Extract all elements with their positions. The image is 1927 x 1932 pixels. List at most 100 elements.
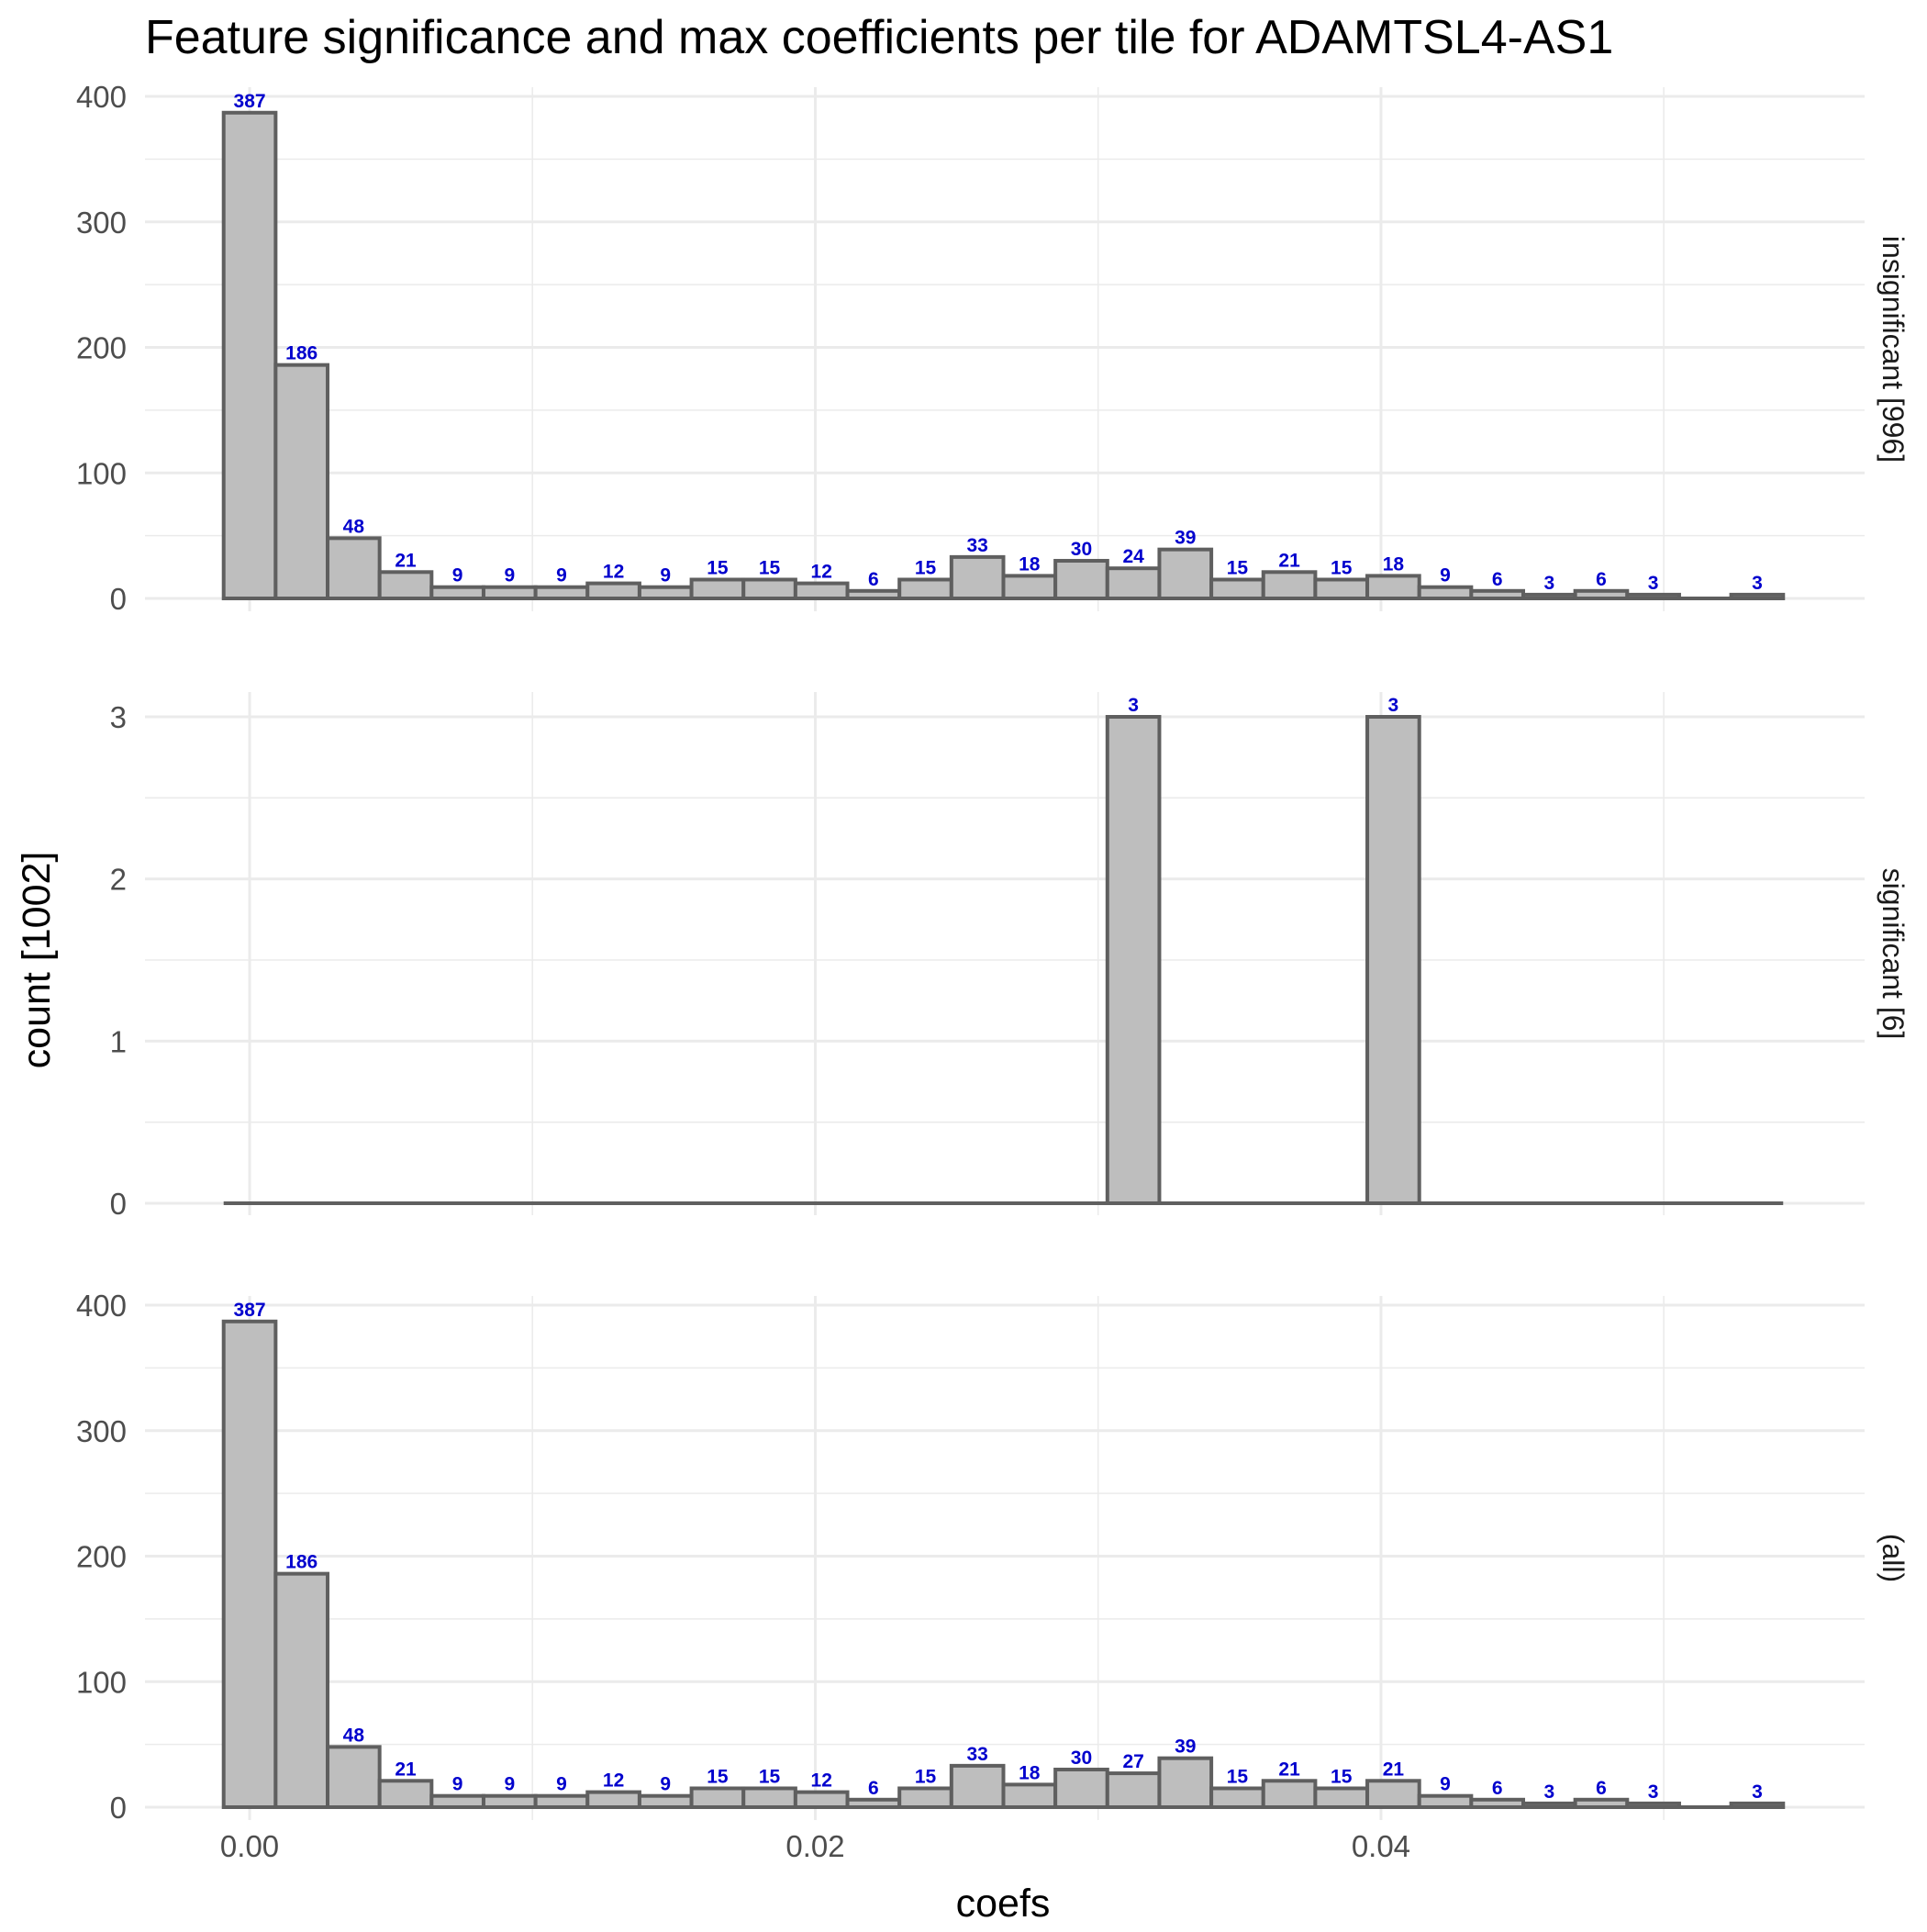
facet-strip-label: insignificant [996] (1877, 236, 1910, 463)
histogram-bar (326, 1745, 382, 1809)
x-axis-title: coefs (956, 1882, 1051, 1926)
facet-strip-label: significant [6] (1877, 868, 1910, 1040)
y-axis-title: count [1002] (15, 852, 59, 1069)
bar-value-label: 21 (395, 1759, 417, 1780)
histogram-bar (273, 1571, 330, 1810)
bar-value-label: 387 (234, 1300, 266, 1321)
y-tick-label: 3 (110, 700, 127, 734)
histogram-bar (1053, 558, 1109, 600)
y-tick-label: 0 (110, 1791, 127, 1825)
x-tick-label: 0.04 (1352, 1829, 1410, 1863)
bar-value-label: 6 (1596, 1778, 1607, 1799)
histogram-bar (221, 110, 278, 600)
histogram-bar (1365, 1779, 1421, 1809)
bar-value-label: 15 (1331, 557, 1353, 578)
y-tick-label: 200 (76, 1540, 127, 1574)
y-tick-label: 100 (76, 1665, 127, 1699)
histogram-bar (897, 1786, 953, 1810)
histogram-bar (1573, 1797, 1630, 1810)
histogram-bar (1729, 592, 1786, 601)
histogram-bar (1313, 577, 1370, 600)
histogram-bar (689, 577, 746, 600)
bar-value-label: 3 (1128, 695, 1139, 716)
bar-value-label: 3 (1648, 1781, 1659, 1803)
bar-value-label: 6 (1596, 569, 1607, 590)
bar-value-label: 9 (504, 565, 515, 586)
bar-value-label: 3 (1543, 573, 1554, 594)
histogram-bar (845, 588, 902, 600)
bar-value-label: 9 (660, 565, 671, 586)
bar-value-label: 18 (1019, 553, 1041, 575)
bar-value-label: 9 (1440, 1774, 1451, 1795)
bar-value-label: 9 (452, 1774, 463, 1795)
bar-value-label: 24 (1122, 546, 1144, 567)
histogram-bar (637, 1793, 694, 1810)
bar-value-label: 39 (1175, 528, 1196, 549)
y-tick-label: 400 (76, 80, 127, 114)
histogram-bar (481, 1793, 538, 1810)
bar-value-label: 9 (1440, 565, 1451, 586)
histogram-bar (1469, 588, 1526, 600)
y-tick-label: 0 (110, 582, 127, 616)
bar-value-label: 15 (707, 1766, 729, 1787)
histogram-bar (533, 585, 590, 601)
bar-value-label: 387 (234, 91, 266, 112)
bar-value-label: 6 (1492, 569, 1503, 590)
histogram-bar (793, 1790, 850, 1809)
histogram-bar (1573, 588, 1630, 600)
histogram-bar (1729, 1801, 1786, 1809)
bar-value-label: 15 (707, 557, 729, 578)
bar-value-label: 186 (285, 343, 317, 364)
histogram-bar (1053, 1767, 1109, 1809)
histogram-bar (1521, 592, 1577, 601)
histogram-bar (377, 1779, 434, 1809)
histogram-bar (1625, 592, 1681, 601)
bar-value-label: 39 (1175, 1737, 1196, 1758)
bar-value-label: 9 (556, 1774, 567, 1795)
bar-value-label: 30 (1071, 1748, 1092, 1769)
bar-value-label: 3 (1543, 1781, 1554, 1803)
bar-value-label: 18 (1019, 1762, 1041, 1783)
histogram-bar (741, 1786, 797, 1810)
bar-value-label: 21 (1278, 550, 1300, 571)
histogram-bar (689, 1786, 746, 1810)
histogram-bar (1469, 1797, 1526, 1810)
histogram-bar (1001, 574, 1058, 601)
panel-2: 0 1 2 3 3 3 significant [6] (110, 692, 1910, 1221)
histogram-bar (897, 577, 953, 600)
histogram-bar (1365, 574, 1421, 601)
histogram-bar (793, 581, 850, 601)
bar-value-label: 186 (285, 1552, 317, 1573)
histogram-bar (1417, 585, 1474, 601)
bar-value-label: 3 (1388, 695, 1399, 716)
histogram-bar (1417, 1793, 1474, 1810)
x-axis: 0.00 0.02 0.04 (220, 1829, 1410, 1863)
bar-value-label: 27 (1122, 1751, 1143, 1772)
y-tick-label: 1 (110, 1024, 127, 1058)
chart-title: Feature significance and max coefficient… (145, 11, 1613, 64)
bar-value-label: 3 (1752, 573, 1763, 594)
histogram-bar (585, 1790, 641, 1809)
bar-value-label: 12 (811, 562, 832, 583)
bar-value-label: 9 (452, 565, 463, 586)
histogram-bar (1521, 1801, 1577, 1809)
histogram-bar (1105, 566, 1162, 600)
histogram-bar (326, 536, 382, 600)
histogram-bar (273, 363, 330, 600)
bar-value-label: 48 (343, 516, 365, 537)
x-tick-label: 0.02 (785, 1829, 844, 1863)
bar-value-label: 12 (603, 562, 624, 583)
y-tick-label: 400 (76, 1289, 127, 1323)
histogram-bar (1157, 1756, 1214, 1809)
histogram-bar (637, 585, 694, 601)
histogram-bar (1001, 1782, 1058, 1810)
histogram-bar (429, 585, 485, 601)
histogram-bar (1313, 1786, 1370, 1810)
y-tick-label: 2 (110, 863, 127, 897)
bar-value-label: 6 (868, 569, 879, 590)
bar-value-label: 15 (759, 557, 781, 578)
bar-value-label: 3 (1752, 1781, 1763, 1803)
